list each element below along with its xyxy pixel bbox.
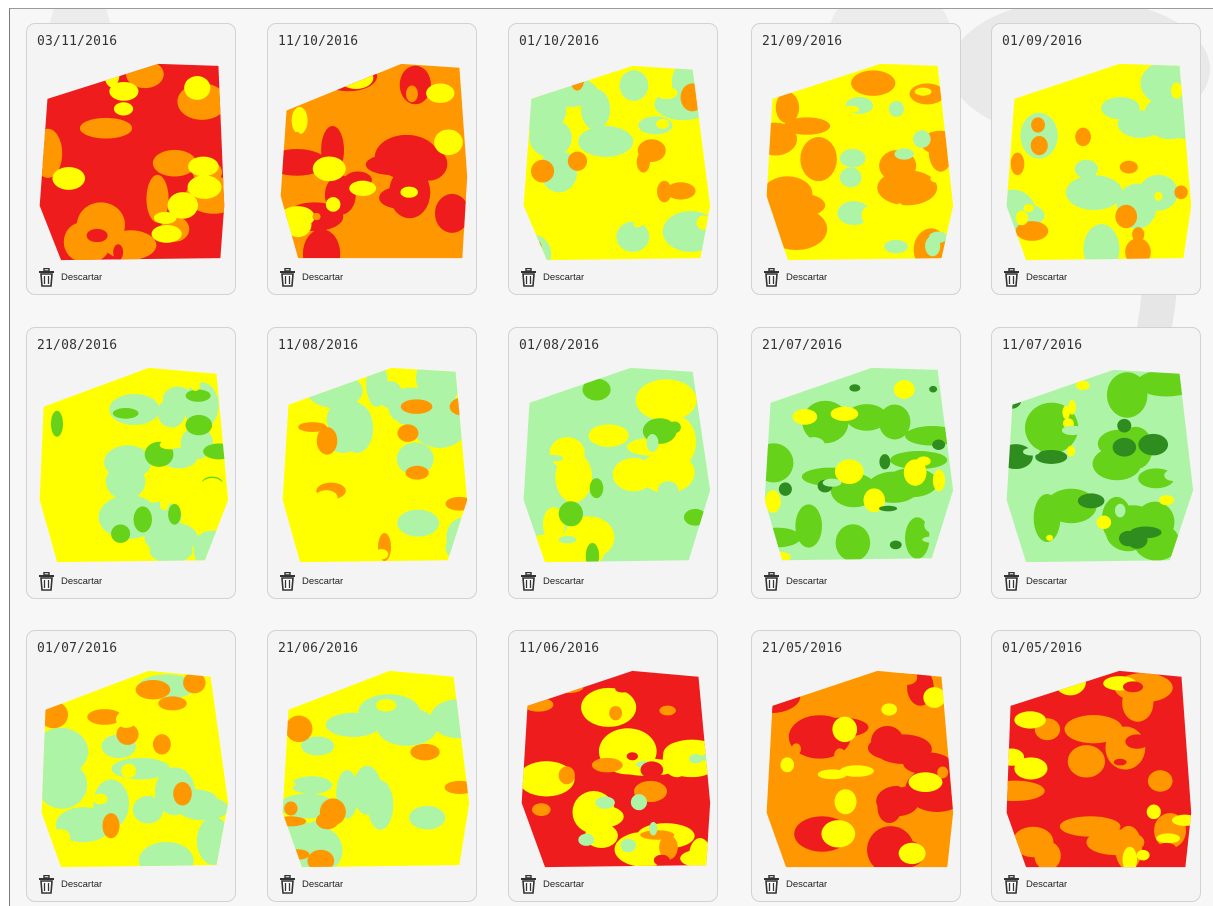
- card-date: 21/06/2016: [278, 641, 359, 656]
- discard-button[interactable]: Descartar: [279, 266, 343, 288]
- discard-button[interactable]: Descartar: [520, 570, 584, 592]
- discard-label: Descartar: [1026, 271, 1068, 283]
- discard-button[interactable]: Descartar: [763, 873, 827, 895]
- discard-label: Descartar: [61, 271, 103, 283]
- trash-icon: [280, 267, 295, 287]
- discard-button[interactable]: Descartar: [279, 570, 343, 592]
- image-card[interactable]: 21/07/2016 Descartar: [751, 327, 961, 599]
- discard-button[interactable]: Descartar: [763, 266, 827, 288]
- trash-icon: [521, 267, 536, 287]
- card-date: 01/05/2016: [1002, 641, 1083, 656]
- card-date: 03/11/2016: [37, 34, 118, 49]
- trash-icon: [280, 874, 295, 894]
- ndvi-field-map[interactable]: [996, 60, 1196, 264]
- discard-label: Descartar: [543, 878, 585, 890]
- trash-icon: [39, 571, 54, 591]
- image-card[interactable]: 21/05/2016 Descartar: [751, 630, 961, 902]
- discard-label: Descartar: [543, 575, 585, 587]
- discard-label: Descartar: [543, 271, 585, 283]
- image-card[interactable]: 01/08/2016 Descartar: [508, 327, 718, 599]
- trash-icon: [521, 571, 536, 591]
- ndvi-field-map[interactable]: [272, 60, 472, 264]
- ndvi-field-map[interactable]: [756, 364, 956, 568]
- trash-icon: [764, 874, 779, 894]
- ndvi-field-map[interactable]: [513, 364, 713, 568]
- discard-label: Descartar: [786, 878, 828, 890]
- card-date: 11/06/2016: [519, 641, 600, 656]
- card-date: 11/07/2016: [1002, 338, 1083, 353]
- card-date: 11/10/2016: [278, 34, 359, 49]
- discard-label: Descartar: [61, 878, 103, 890]
- trash-icon: [39, 267, 54, 287]
- card-date: 01/08/2016: [519, 338, 600, 353]
- card-date: 11/08/2016: [278, 338, 359, 353]
- discard-button[interactable]: Descartar: [1003, 570, 1067, 592]
- image-card[interactable]: 21/08/2016 Descartar: [26, 327, 236, 599]
- trash-icon: [1004, 267, 1019, 287]
- discard-label: Descartar: [1026, 878, 1068, 890]
- image-card[interactable]: 01/10/2016 Descartar: [508, 23, 718, 295]
- discard-button[interactable]: Descartar: [763, 570, 827, 592]
- discard-label: Descartar: [302, 575, 344, 587]
- discard-button[interactable]: Descartar: [38, 266, 102, 288]
- ndvi-field-map[interactable]: [996, 364, 1196, 568]
- card-date: 01/07/2016: [37, 641, 118, 656]
- discard-button[interactable]: Descartar: [1003, 873, 1067, 895]
- ndvi-field-map[interactable]: [272, 667, 472, 871]
- trash-icon: [1004, 571, 1019, 591]
- discard-button[interactable]: Descartar: [1003, 266, 1067, 288]
- trash-icon: [1004, 874, 1019, 894]
- card-date: 21/05/2016: [762, 641, 843, 656]
- discard-label: Descartar: [61, 575, 103, 587]
- card-date: 21/07/2016: [762, 338, 843, 353]
- card-date: 01/09/2016: [1002, 34, 1083, 49]
- image-card[interactable]: 01/07/2016 Descartar: [26, 630, 236, 902]
- ndvi-field-map[interactable]: [513, 60, 713, 264]
- image-card[interactable]: 11/10/2016 Descartar: [267, 23, 477, 295]
- ndvi-field-map[interactable]: [31, 60, 231, 264]
- image-card[interactable]: 01/05/2016 Descartar: [991, 630, 1201, 902]
- image-card[interactable]: 11/06/2016 Descartar: [508, 630, 718, 902]
- image-card[interactable]: 01/09/2016 Descartar: [991, 23, 1201, 295]
- discard-label: Descartar: [786, 271, 828, 283]
- trash-icon: [764, 571, 779, 591]
- ndvi-field-map[interactable]: [31, 667, 231, 871]
- image-card[interactable]: 03/11/2016 Descartar: [26, 23, 236, 295]
- image-card[interactable]: 21/09/2016 Descartar: [751, 23, 961, 295]
- image-card[interactable]: 21/06/2016 Descartar: [267, 630, 477, 902]
- discard-button[interactable]: Descartar: [38, 570, 102, 592]
- discard-label: Descartar: [786, 575, 828, 587]
- image-card[interactable]: 11/07/2016 Descartar: [991, 327, 1201, 599]
- ndvi-field-map[interactable]: [996, 667, 1196, 871]
- image-card[interactable]: 11/08/2016 Descartar: [267, 327, 477, 599]
- ndvi-field-map[interactable]: [756, 60, 956, 264]
- card-date: 21/08/2016: [37, 338, 118, 353]
- ndvi-field-map[interactable]: [756, 667, 956, 871]
- card-date: 01/10/2016: [519, 34, 600, 49]
- trash-icon: [39, 874, 54, 894]
- discard-button[interactable]: Descartar: [38, 873, 102, 895]
- discard-button[interactable]: Descartar: [279, 873, 343, 895]
- trash-icon: [280, 571, 295, 591]
- discard-button[interactable]: Descartar: [520, 266, 584, 288]
- discard-button[interactable]: Descartar: [520, 873, 584, 895]
- discard-label: Descartar: [302, 878, 344, 890]
- discard-label: Descartar: [1026, 575, 1068, 587]
- trash-icon: [764, 267, 779, 287]
- discard-label: Descartar: [302, 271, 344, 283]
- ndvi-field-map[interactable]: [513, 667, 713, 871]
- trash-icon: [521, 874, 536, 894]
- ndvi-field-map[interactable]: [31, 364, 231, 568]
- card-date: 21/09/2016: [762, 34, 843, 49]
- ndvi-field-map[interactable]: [272, 364, 472, 568]
